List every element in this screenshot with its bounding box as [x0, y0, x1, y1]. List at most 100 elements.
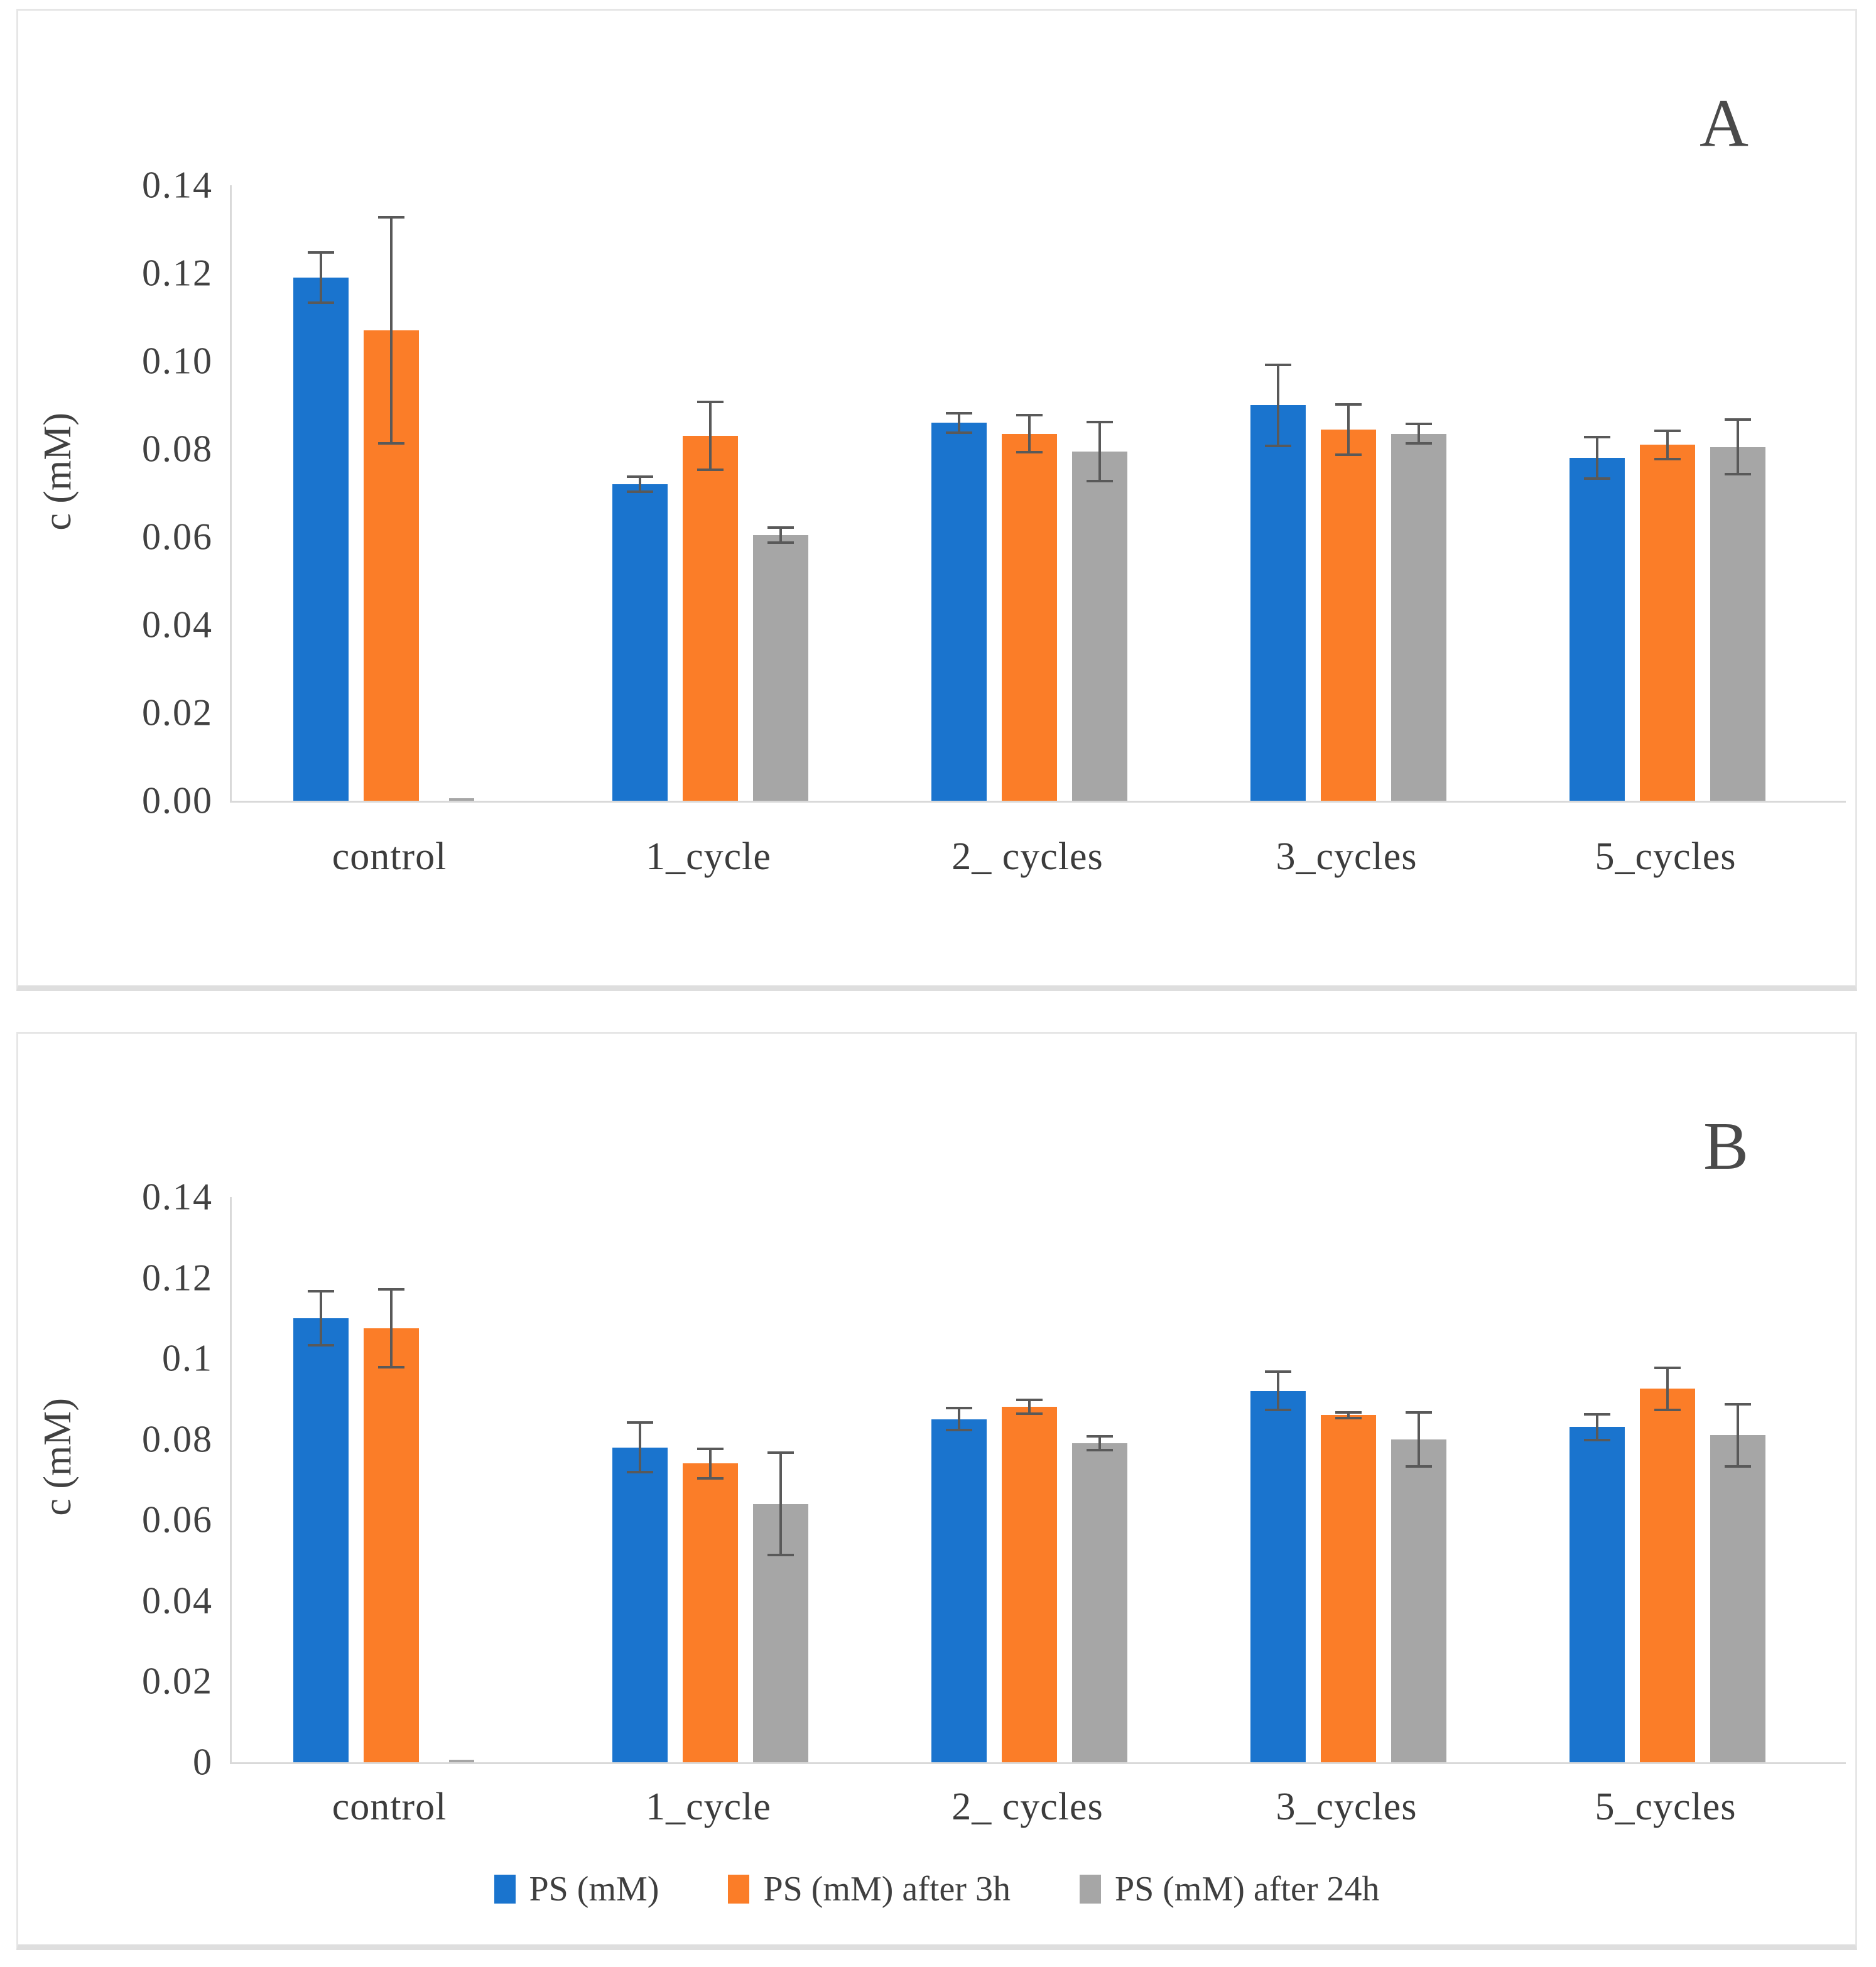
bar	[364, 1328, 419, 1762]
error-bar	[378, 1287, 404, 1369]
error-bar	[1265, 1370, 1291, 1411]
error-bar-cap	[946, 1428, 972, 1431]
bar-group-1-cycle	[551, 185, 870, 801]
y-tick-label: 0.04	[142, 1580, 213, 1622]
bar-slot	[1570, 1197, 1625, 1762]
error-bar-stem	[1277, 363, 1279, 447]
bar-slot	[364, 1197, 419, 1762]
error-bar	[1265, 363, 1291, 447]
bar	[1570, 458, 1625, 801]
bar	[1002, 433, 1057, 801]
category-label: control	[332, 835, 447, 878]
bar	[931, 1419, 987, 1762]
plot-area	[230, 185, 1846, 803]
error-bar-stem	[320, 1289, 322, 1347]
bar-slot	[1002, 1197, 1057, 1762]
error-bar-stem	[1737, 1402, 1739, 1468]
chart-panel-a: A c (mM) 0.00 0.02 0.04 0.06 0.08 0.10 0.12 0.1…	[16, 9, 1857, 991]
error-bar	[946, 1407, 972, 1431]
error-bar	[1406, 423, 1432, 445]
error-bar-stem	[1418, 423, 1420, 445]
error-bar-cap	[1265, 444, 1291, 447]
error-bar-stem	[1098, 420, 1101, 482]
error-bar-cap	[308, 1343, 334, 1347]
x-axis-category-labels: control 1_cycle 2_ cycles 3_cycles 5_cycles	[230, 1785, 1825, 1829]
error-bar	[1584, 1412, 1610, 1441]
error-bar-stem	[1028, 1399, 1031, 1416]
error-bar-stem	[958, 411, 960, 434]
bar	[1640, 1389, 1695, 1762]
legend-label: PS (mM)	[529, 1870, 659, 1909]
panel-a-label: A	[1700, 86, 1749, 161]
x-axis-line	[230, 1762, 1846, 1764]
error-bar-cap	[627, 1471, 653, 1474]
bar	[753, 534, 808, 801]
panel-b-label: B	[1703, 1109, 1749, 1184]
bar	[683, 436, 738, 801]
error-bar-cap	[1087, 479, 1113, 482]
error-bar-stem	[1596, 436, 1598, 480]
error-bar	[1406, 1411, 1432, 1468]
bar-slot	[1391, 1197, 1446, 1762]
y-tick-label: 0.1	[162, 1337, 213, 1379]
error-bar-stem	[1347, 403, 1350, 456]
error-bar-cap	[1016, 451, 1043, 453]
category-label: 3_cycles	[1276, 1785, 1418, 1828]
bar-group-2-cycles	[870, 185, 1189, 801]
bar-group-control	[232, 1197, 551, 1762]
bar	[293, 278, 349, 801]
bar-slot	[1570, 185, 1625, 801]
error-bar-stem	[779, 1451, 782, 1557]
error-bar-cap	[1584, 1438, 1610, 1441]
bar-group-3-cycles	[1189, 1197, 1508, 1762]
bar-slot	[753, 1197, 808, 1762]
bar-group-5-cycles	[1508, 1197, 1827, 1762]
error-bar-stem	[1277, 1370, 1279, 1411]
error-bar	[1016, 414, 1043, 453]
bar-slot	[1250, 1197, 1306, 1762]
error-bar-cap	[1406, 442, 1432, 445]
error-bar	[627, 1421, 653, 1474]
bar-slot	[434, 1197, 489, 1762]
error-bar-stem	[1666, 1367, 1669, 1411]
bar-groups	[232, 185, 1827, 801]
category-label: 2_ cycles	[952, 1785, 1103, 1828]
error-bar-stem	[390, 216, 393, 445]
y-axis-tick-labels: 0 0.02 0.04 0.06 0.08 0.1 0.12 0.14	[75, 1176, 213, 1783]
error-bar-cap	[1335, 1416, 1362, 1419]
bar	[1250, 405, 1306, 801]
category-label: 1_cycle	[646, 835, 771, 878]
y-tick-label: 0.02	[142, 1660, 213, 1702]
y-tick-label: 0.00	[142, 779, 213, 821]
error-bar-cap	[1725, 1465, 1751, 1468]
bar-group-1-cycle	[551, 1197, 870, 1762]
y-tick-label: 0.02	[142, 691, 213, 734]
category-label: 2_ cycles	[952, 835, 1103, 878]
bar-slot	[1710, 1197, 1765, 1762]
error-bar	[1335, 403, 1362, 456]
y-tick-label: 0.04	[142, 604, 213, 646]
bar-group-2-cycles	[870, 1197, 1189, 1762]
y-tick-label: 0.06	[142, 1498, 213, 1541]
error-bar-stem	[1666, 429, 1669, 460]
error-bar-cap	[627, 490, 653, 493]
bar	[1391, 433, 1446, 801]
bar	[931, 423, 987, 801]
error-bar-cap	[946, 431, 972, 434]
error-bar-cap	[1265, 1408, 1291, 1411]
bar-slot	[683, 185, 738, 801]
bar-slot	[1640, 1197, 1695, 1762]
error-bar-cap	[1654, 1408, 1681, 1411]
bar	[293, 1318, 349, 1762]
bar	[1321, 1415, 1376, 1762]
y-tick-label: 0.08	[142, 428, 213, 470]
y-tick-label: 0.10	[142, 340, 213, 382]
x-axis-line	[230, 801, 1846, 803]
y-tick-label: 0	[193, 1741, 213, 1783]
chart-panel-b: B c (mM) 0 0.02 0.04 0.06 0.08 0.1 0.12 0.14 co…	[16, 1032, 1857, 1950]
bar	[1002, 1407, 1057, 1762]
bar-slot	[612, 1197, 668, 1762]
bar	[1072, 1443, 1127, 1762]
bar	[1710, 447, 1765, 801]
bar-slot	[293, 1197, 349, 1762]
